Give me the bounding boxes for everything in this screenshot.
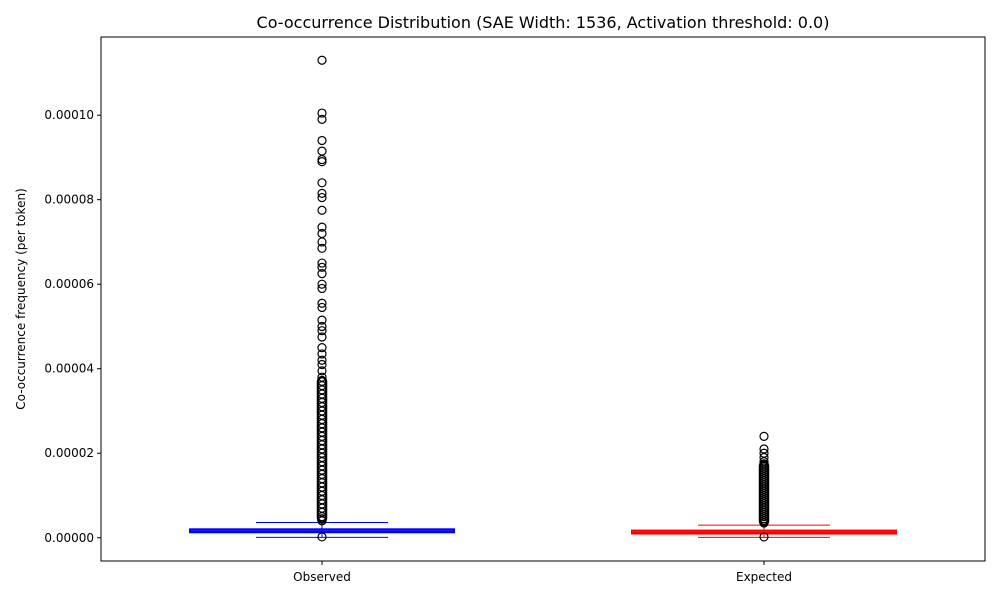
x-tick-label: Observed bbox=[293, 570, 351, 584]
outlier-point bbox=[317, 332, 327, 342]
outlier-point bbox=[317, 146, 327, 156]
outlier-point bbox=[317, 321, 327, 332]
chart-title: Co-occurrence Distribution (SAE Width: 1… bbox=[257, 13, 830, 32]
outlier-point bbox=[317, 283, 327, 294]
outlier-point bbox=[317, 205, 327, 215]
y-tick-label: 0.00002 bbox=[44, 446, 94, 460]
outlier-point bbox=[317, 342, 327, 353]
box-expected bbox=[631, 431, 897, 542]
outlier-point bbox=[317, 222, 327, 232]
outlier-point bbox=[317, 366, 327, 376]
outlier-point bbox=[317, 258, 327, 268]
outlier-point bbox=[317, 108, 327, 118]
outlier-point bbox=[317, 114, 327, 125]
outlier-cluster bbox=[758, 460, 770, 527]
outlier-point bbox=[759, 532, 769, 542]
outlier-point bbox=[317, 135, 327, 146]
plot-area bbox=[189, 55, 897, 542]
outlier-point bbox=[317, 228, 327, 239]
y-tick-label: 0.00010 bbox=[44, 108, 94, 122]
outlier-cluster bbox=[316, 375, 328, 524]
plot-frame bbox=[100, 36, 986, 562]
y-tick-label: 0.00004 bbox=[44, 362, 94, 376]
x-tick-label: Expected bbox=[736, 570, 792, 584]
outlier-point bbox=[317, 326, 327, 336]
outlier-point bbox=[317, 532, 327, 542]
outlier-point bbox=[317, 349, 327, 359]
outlier-point bbox=[317, 269, 327, 279]
y-tick-label: 0.00000 bbox=[44, 531, 94, 545]
outlier-point bbox=[759, 444, 769, 454]
outlier-point bbox=[317, 188, 327, 198]
outlier-point bbox=[317, 192, 327, 203]
outlier-point bbox=[317, 55, 327, 65]
y-tick-label: 0.00008 bbox=[44, 193, 94, 207]
outlier-point bbox=[317, 302, 327, 313]
outlier-point bbox=[317, 298, 327, 308]
outlier-point bbox=[317, 279, 327, 289]
outlier-point bbox=[317, 262, 327, 272]
outlier-point bbox=[759, 448, 769, 458]
outlier-point bbox=[317, 178, 327, 188]
outlier-point bbox=[317, 372, 327, 382]
outlier-point bbox=[759, 431, 769, 441]
outlier-point bbox=[317, 355, 327, 365]
outlier-point bbox=[317, 243, 327, 253]
box-observed bbox=[189, 55, 455, 542]
y-tick-label: 0.00006 bbox=[44, 277, 94, 291]
outlier-point bbox=[317, 315, 327, 325]
y-axis-label: Co-occurrence frequency (per token) bbox=[14, 188, 28, 409]
outlier-point bbox=[317, 359, 327, 370]
